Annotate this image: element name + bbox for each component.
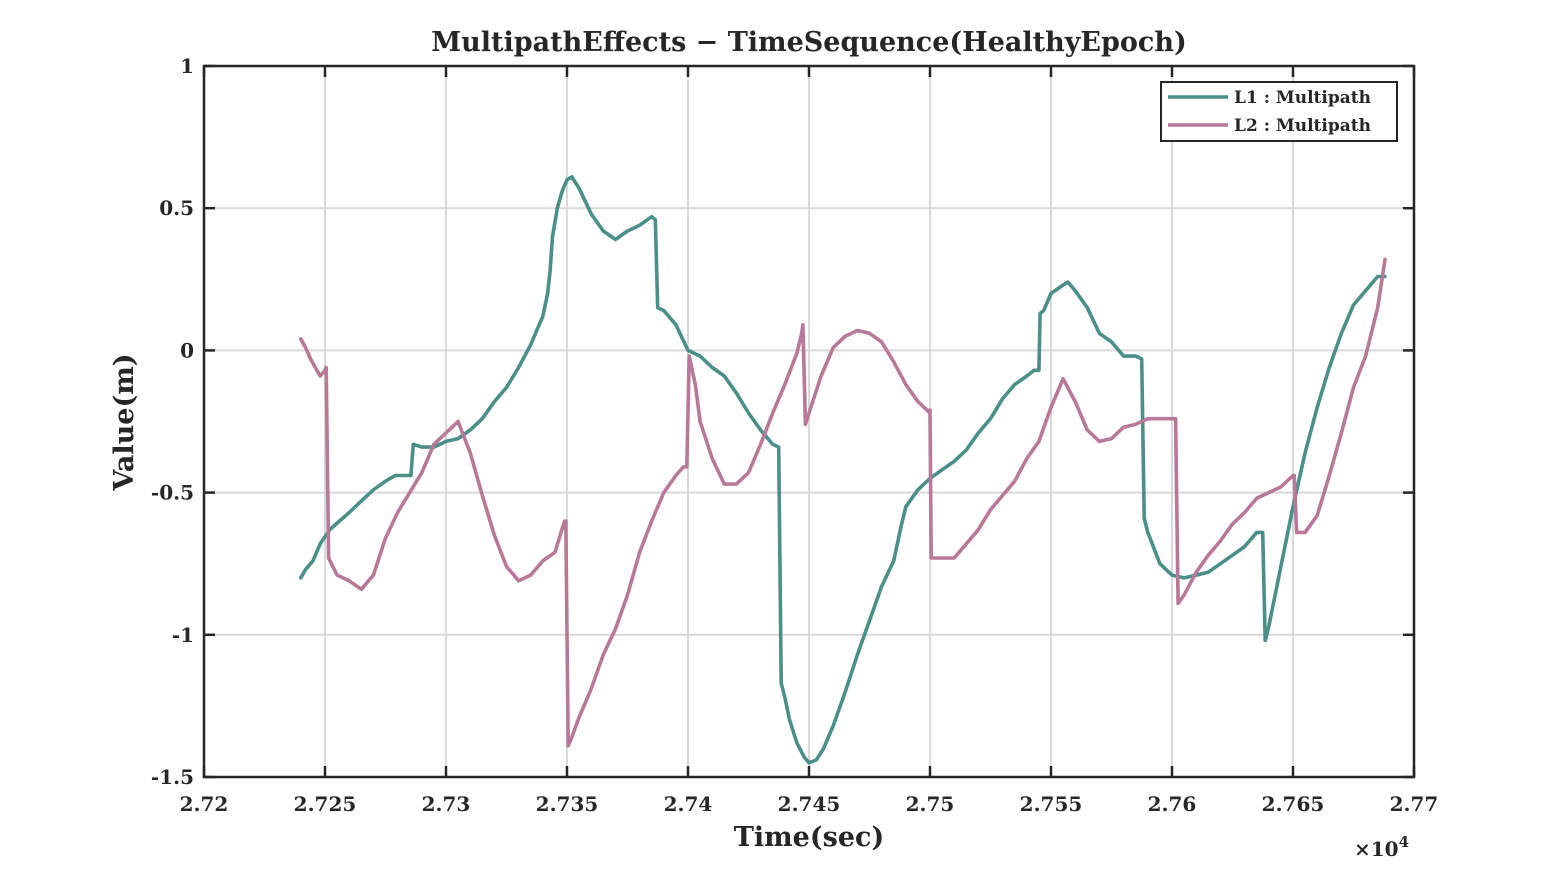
plot-area — [299, 175, 1387, 765]
y-tick-label: -1.5 — [151, 765, 194, 789]
x-tick-label: 2.765 — [1262, 792, 1325, 816]
x-tick-label: 2.75 — [906, 792, 955, 816]
x-tick-label: 2.76 — [1148, 792, 1197, 816]
legend: L1 : Multipath L2 : Multipath — [1160, 81, 1398, 142]
x-tick-label: 2.725 — [294, 792, 357, 816]
legend-label-l2: L2 : Multipath — [1234, 116, 1371, 136]
y-tick-label: 0 — [180, 338, 194, 362]
y-tick-label: 0.5 — [159, 196, 194, 220]
x-axis-label: Time(sec) — [734, 822, 884, 853]
tick-labels: 2.72 2.725 2.73 2.735 2.74 2.745 2.75 2.755 2.76… — [151, 54, 1438, 816]
x-tick-label: 2.755 — [1020, 792, 1083, 816]
x-tick-label: 2.73 — [422, 792, 471, 816]
y-tick-label: 1 — [180, 54, 194, 78]
x-tick-label: 2.745 — [778, 792, 841, 816]
tick-marks — [202, 64, 1416, 779]
legend-box — [1160, 81, 1398, 142]
y-tick-label: -0.5 — [151, 481, 194, 505]
y-axis-label: Value(m) — [109, 353, 140, 491]
x-tick-label: 2.72 — [180, 792, 229, 816]
y-tick-label: -1 — [172, 623, 194, 647]
x-tick-label: 2.735 — [536, 792, 599, 816]
x-exponent-base: ×10 — [1354, 837, 1399, 861]
series-line-l2 — [299, 257, 1387, 748]
x-exponent-power: 4 — [1399, 833, 1409, 851]
x-tick-label: 2.74 — [664, 792, 713, 816]
x-tick-label: 2.77 — [1390, 792, 1439, 816]
series-line-l1 — [299, 175, 1387, 765]
chart-title: MultipathEffects − TimeSequence(HealthyE… — [431, 27, 1186, 58]
x-exponent-label: ×104 — [1354, 833, 1409, 861]
legend-label-l1: L1 : Multipath — [1234, 88, 1371, 108]
grid-lines — [204, 66, 1414, 777]
